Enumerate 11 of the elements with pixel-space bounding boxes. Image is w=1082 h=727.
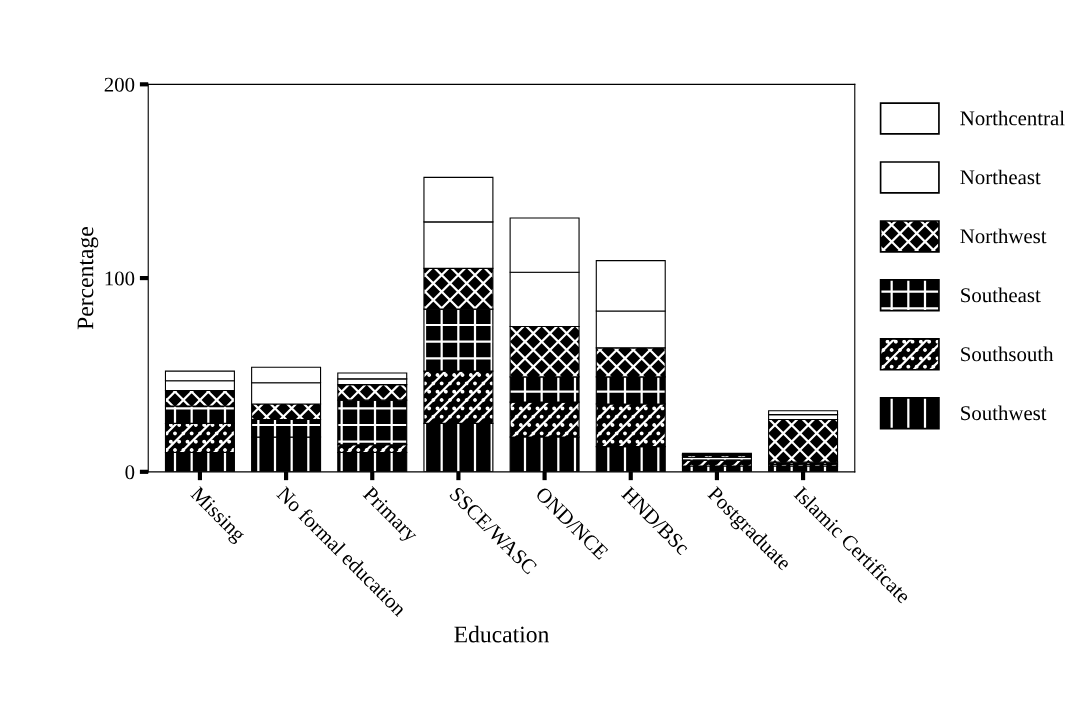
legend-label: Northcentral bbox=[960, 110, 1065, 126]
legend-label: Southsouth bbox=[961, 346, 1054, 362]
y-tick-label: 0 bbox=[125, 465, 135, 480]
y-axis-title: Percentage bbox=[77, 227, 99, 330]
y-tick-label: 100 bbox=[105, 271, 135, 286]
x-axis-title: Education bbox=[454, 625, 550, 643]
legend-label: Southwest bbox=[961, 405, 1047, 421]
y-tick-label: 200 bbox=[104, 77, 135, 92]
legend-label: Northeast bbox=[960, 169, 1041, 185]
legend-label: Northwest bbox=[960, 228, 1047, 244]
legend-label: Southeast bbox=[961, 287, 1041, 303]
